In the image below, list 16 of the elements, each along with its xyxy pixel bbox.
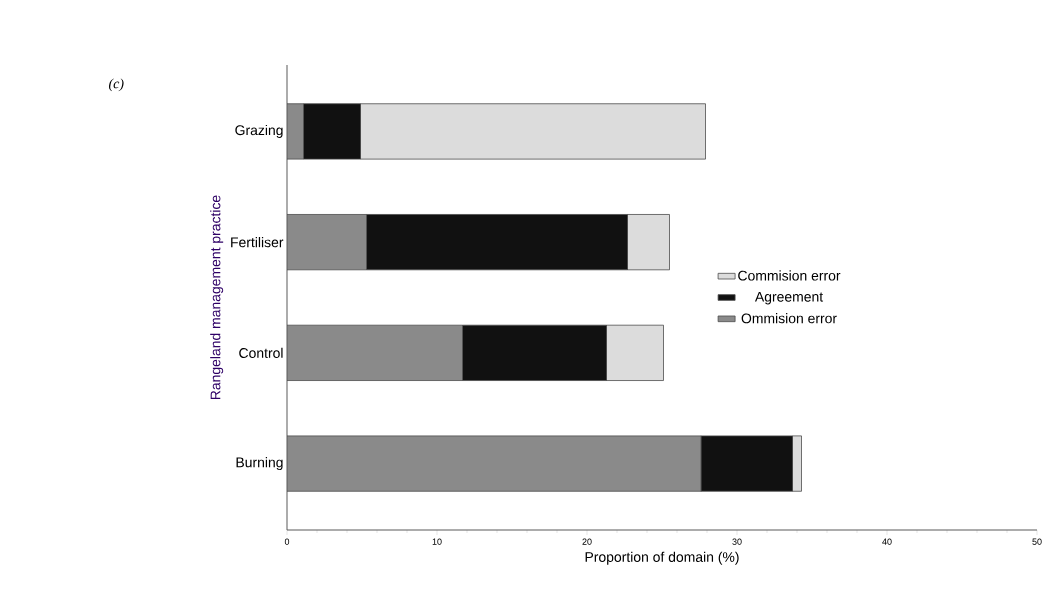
x-tick-label: 20 xyxy=(582,538,592,545)
y-tick-label: Burning xyxy=(236,457,283,471)
x-tick-label: 0 xyxy=(284,538,290,545)
legend-label: Agreement xyxy=(754,291,824,305)
legend-label: Commision error xyxy=(738,270,841,281)
x-tick-label: 40 xyxy=(882,538,892,545)
legend-label: Ommision error xyxy=(741,313,837,324)
y-tick-label: Fertiliser xyxy=(231,237,284,248)
text: (c) xyxy=(109,78,124,92)
x-tick-label: 10 xyxy=(432,538,442,545)
y-tick-label: Grazing xyxy=(235,124,283,138)
y-axis-title: Rangeland management practice xyxy=(210,195,224,400)
x-tick-label: 50 xyxy=(1032,538,1042,545)
x-axis-title: Proportion of domain (%) xyxy=(585,551,739,565)
y-tick-label: Control xyxy=(239,347,283,358)
x-tick-label: 30 xyxy=(732,538,742,545)
